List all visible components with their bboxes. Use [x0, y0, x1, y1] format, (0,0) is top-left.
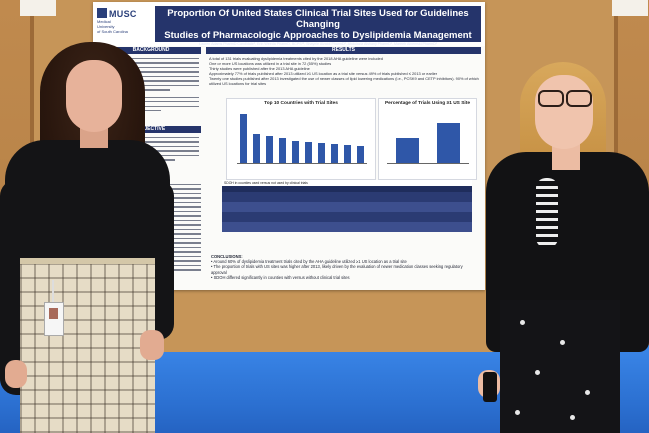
bar: [239, 113, 248, 163]
badge-clip: [52, 280, 54, 302]
conclusion-item: • Around 60% of dyslipidemia treatment t…: [211, 259, 407, 265]
university-logo: MUSC Medical University of South Carolin…: [97, 8, 149, 42]
bar: [265, 135, 274, 163]
table-row: [222, 222, 472, 232]
bar: [252, 134, 261, 163]
bar: [304, 142, 313, 163]
conclusion-item: • SDOH differed significantly in countie…: [211, 274, 350, 280]
conclusion-item: • The proportion of trials with US sites…: [211, 264, 463, 275]
poster-title-line2: Studies of Pharmacologic Approaches to D…: [164, 30, 472, 41]
hand: [5, 360, 27, 388]
methods-text: [161, 184, 201, 274]
table-row: [222, 202, 472, 212]
table-row: [222, 192, 472, 202]
bar: [317, 143, 326, 163]
bar: [343, 145, 352, 163]
phone-icon: [483, 372, 497, 402]
face: [535, 75, 593, 149]
bar: [396, 137, 419, 163]
pinned-paper: [612, 0, 648, 16]
conclusions-label: CONCLUSIONS:: [211, 254, 243, 259]
x-axis: [237, 163, 367, 164]
bar: [278, 138, 287, 163]
table-caption: SDOH in counties used versus not used by…: [224, 181, 308, 185]
table-header: [222, 186, 472, 192]
results-item: Twenty one studies published after 2013 …: [209, 76, 479, 86]
logo-sub-1: Medical: [97, 19, 111, 24]
results-item: One or more US locations was utilized in…: [209, 61, 332, 66]
pinned-paper: [20, 0, 56, 16]
results-item: A total of 131 trials evaluating dyslipi…: [209, 56, 383, 61]
logo-sub-3: of South Carolina: [97, 29, 128, 34]
bar: [330, 144, 339, 163]
bar: [291, 141, 300, 163]
chart-us-site-percentage: Percentage of Trials Using ≥1 US Site: [378, 98, 477, 180]
results-item: Thirty studies were published after the …: [209, 66, 310, 71]
chart-top-countries: Top 10 Countries with Trial Sites: [226, 98, 376, 180]
poster-authors: Lauren Adams PharmD Candidate¹, Erin Wee…: [199, 42, 437, 46]
hand: [140, 330, 164, 360]
logo-sub-2: University: [97, 24, 115, 29]
x-axis: [387, 163, 469, 164]
research-poster: MUSC Medical University of South Carolin…: [93, 2, 485, 290]
conclusions: CONCLUSIONS: • Around 60% of dyslipidemi…: [211, 254, 477, 280]
floral-dress: [500, 300, 620, 433]
waistband: [20, 258, 155, 264]
id-badge: [44, 302, 64, 336]
poster-header: MUSC Medical University of South Carolin…: [93, 2, 485, 52]
bar: [356, 146, 365, 163]
objective-heading: OBJECTIVE: [101, 126, 201, 133]
chart-title: Percentage of Trials Using ≥1 US Site: [384, 101, 470, 106]
results-heading: RESULTS: [206, 47, 481, 54]
poster-title-line1: Proportion Of United States Clinical Tri…: [167, 8, 469, 30]
results-text: A total of 131 trials evaluating dyslipi…: [209, 56, 479, 86]
table-row: [222, 212, 472, 222]
necklace: [536, 178, 558, 248]
logo-name: MUSC: [109, 9, 137, 19]
poster-title-bar: Proportion Of United States Clinical Tri…: [155, 6, 481, 52]
face: [66, 60, 122, 132]
results-item: Approximately 77% of trials published af…: [209, 71, 438, 76]
chart-title: Top 10 Countries with Trial Sites: [264, 101, 338, 106]
bar: [437, 122, 460, 163]
badge-photo: [49, 308, 58, 319]
sdoh-table: SDOH in counties used versus not used by…: [222, 180, 472, 232]
glasses-icon: [536, 90, 592, 107]
plaid-skirt: [20, 258, 155, 433]
background-heading: BACKGROUND: [101, 47, 201, 54]
logo-mark-icon: [97, 8, 107, 18]
